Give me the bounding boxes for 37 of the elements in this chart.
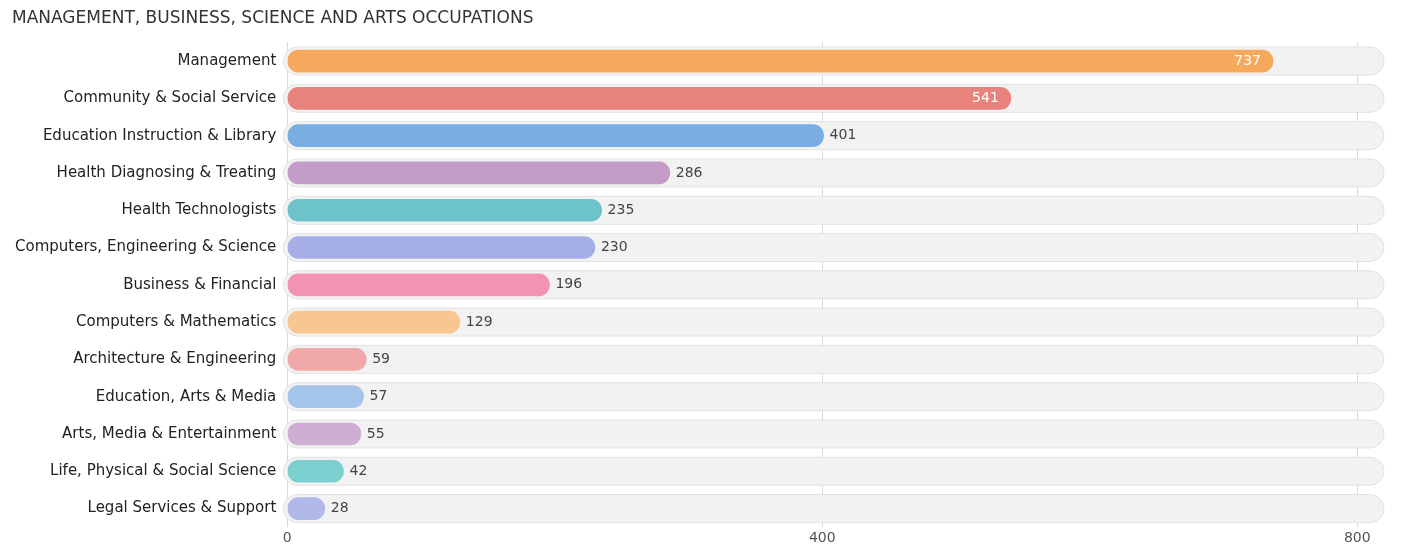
- y-tick-label: Education, Arts & Media: [95, 386, 277, 405]
- data-label: 42: [349, 461, 368, 478]
- y-tick-label: Health Diagnosing & Treating: [56, 162, 277, 181]
- data-label: 59: [372, 350, 391, 367]
- y-tick-label: Business & Financial: [123, 274, 277, 293]
- y-tick-label: Architecture & Engineering: [73, 349, 277, 368]
- y-tick-label: Computers, Engineering & Science: [14, 237, 277, 256]
- data-label: 401: [829, 126, 857, 143]
- data-label: 737: [1234, 51, 1261, 68]
- y-tick-label: Life, Physical & Social Science: [50, 461, 277, 480]
- x-tick-label: 400: [808, 529, 836, 546]
- data-label: 57: [369, 387, 388, 404]
- bar: [287, 198, 602, 222]
- bar: [287, 236, 596, 259]
- y-tick-label: Community & Social Service: [63, 88, 277, 107]
- bar: [287, 273, 550, 297]
- bar: [287, 348, 367, 371]
- data-label: 235: [607, 200, 635, 217]
- y-tick-label: Computers & Mathematics: [76, 311, 277, 330]
- y-tick-label: Arts, Media & Entertainment: [62, 423, 277, 442]
- data-label: 129: [465, 312, 493, 329]
- bar: [287, 422, 362, 446]
- data-label: 286: [675, 163, 703, 180]
- y-tick-label: Legal Services & Support: [87, 498, 277, 517]
- data-label: 196: [555, 275, 583, 292]
- data-label: 230: [600, 238, 628, 255]
- y-tick-label: Health Technologists: [121, 200, 277, 219]
- bar: [287, 385, 364, 409]
- x-tick-label: 800: [1343, 529, 1371, 546]
- data-label: 55: [366, 424, 385, 441]
- data-label: 28: [330, 499, 349, 516]
- data-label: 541: [972, 88, 999, 105]
- x-tick-label: 0: [282, 529, 292, 546]
- chart-title: MANAGEMENT, BUSINESS, SCIENCE AND ARTS OCCUPATIONS: [12, 6, 534, 27]
- y-tick-label: Education Instruction & Library: [42, 125, 277, 144]
- bar: [287, 310, 461, 334]
- y-tick-label: Management: [177, 50, 277, 69]
